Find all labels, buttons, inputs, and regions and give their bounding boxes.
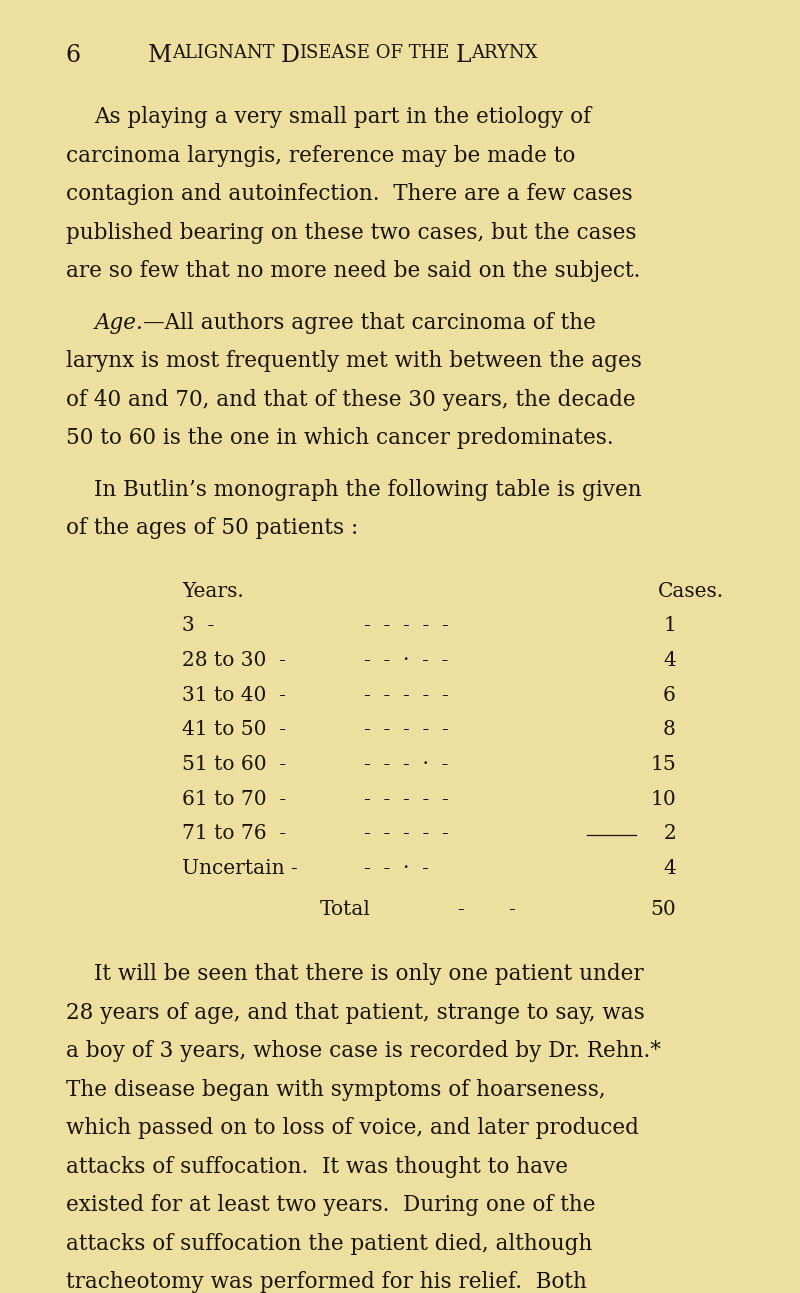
Text: OF THE: OF THE xyxy=(370,44,456,62)
Text: Uncertain -: Uncertain - xyxy=(182,859,298,878)
Text: 10: 10 xyxy=(650,790,676,808)
Text: 4: 4 xyxy=(663,859,676,878)
Text: -: - xyxy=(458,900,464,919)
Text: 2: 2 xyxy=(663,824,676,843)
Text: -: - xyxy=(508,900,514,919)
Text: -  -  -  -  -: - - - - - xyxy=(364,617,449,635)
Text: Total: Total xyxy=(320,900,371,919)
Text: 1: 1 xyxy=(663,617,676,635)
Text: ISEASE: ISEASE xyxy=(299,44,370,62)
Text: 4: 4 xyxy=(663,650,676,670)
Text: 15: 15 xyxy=(650,755,676,773)
Text: 3  -: 3 - xyxy=(182,617,214,635)
Text: 51 to 60  -: 51 to 60 - xyxy=(182,755,286,773)
Text: 50: 50 xyxy=(650,900,676,919)
Text: a boy of 3 years, whose case is recorded by Dr. Rehn.*: a boy of 3 years, whose case is recorded… xyxy=(66,1040,661,1062)
Text: L: L xyxy=(456,44,471,67)
Text: ALIGNANT: ALIGNANT xyxy=(172,44,274,62)
Text: 61 to 70  -: 61 to 70 - xyxy=(182,790,286,808)
Text: tracheotomy was performed for his relief.  Both: tracheotomy was performed for his relief… xyxy=(66,1271,586,1293)
Text: —All authors agree that carcinoma of the: —All authors agree that carcinoma of the xyxy=(143,312,596,334)
Text: 50 to 60 is the one in which cancer predominates.: 50 to 60 is the one in which cancer pred… xyxy=(66,427,614,449)
Text: existed for at least two years.  During one of the: existed for at least two years. During o… xyxy=(66,1195,595,1217)
Text: of 40 and 70, and that of these 30 years, the decade: of 40 and 70, and that of these 30 years… xyxy=(66,389,635,411)
Text: In Butlin’s monograph the following table is given: In Butlin’s monograph the following tabl… xyxy=(94,478,642,500)
Text: 6: 6 xyxy=(663,685,676,705)
Text: -  -  -  -  -: - - - - - xyxy=(364,790,449,808)
Text: 8: 8 xyxy=(663,720,676,740)
Text: 31 to 40  -: 31 to 40 - xyxy=(182,685,286,705)
Text: 28 years of age, and that patient, strange to say, was: 28 years of age, and that patient, stran… xyxy=(66,1002,644,1024)
Text: M: M xyxy=(148,44,172,67)
Text: -  -  -  -  -: - - - - - xyxy=(364,824,449,843)
Text: The disease began with symptoms of hoarseness,: The disease began with symptoms of hoars… xyxy=(66,1078,606,1100)
Text: of the ages of 50 patients :: of the ages of 50 patients : xyxy=(66,517,358,539)
Text: contagion and autoinfection.  There are a few cases: contagion and autoinfection. There are a… xyxy=(66,184,632,206)
Text: It will be seen that there is only one patient under: It will be seen that there is only one p… xyxy=(94,963,644,985)
Text: carcinoma laryngis, reference may be made to: carcinoma laryngis, reference may be mad… xyxy=(66,145,575,167)
Text: 71 to 76  -: 71 to 76 - xyxy=(182,824,286,843)
Text: 28 to 30  -: 28 to 30 - xyxy=(182,650,286,670)
Text: -  -  ·  -: - - · - xyxy=(364,859,429,878)
Text: attacks of suffocation.  It was thought to have: attacks of suffocation. It was thought t… xyxy=(66,1156,568,1178)
Text: -  -  -  ·  -: - - - · - xyxy=(364,755,448,773)
Text: Years.: Years. xyxy=(182,582,244,600)
Text: -  -  ·  -  -: - - · - - xyxy=(364,650,448,670)
Text: As playing a very small part in the etiology of: As playing a very small part in the etio… xyxy=(94,106,591,128)
Text: 41 to 50  -: 41 to 50 - xyxy=(182,720,286,740)
Text: are so few that no more need be said on the subject.: are so few that no more need be said on … xyxy=(66,260,640,282)
Text: which passed on to loss of voice, and later produced: which passed on to loss of voice, and la… xyxy=(66,1117,638,1139)
Text: 6: 6 xyxy=(66,44,81,67)
Text: ARYNX: ARYNX xyxy=(471,44,538,62)
Text: Age.: Age. xyxy=(94,312,143,334)
Text: larynx is most frequently met with between the ages: larynx is most frequently met with betwe… xyxy=(66,350,642,372)
Text: -  -  -  -  -: - - - - - xyxy=(364,720,449,740)
Text: D: D xyxy=(281,44,299,67)
Text: attacks of suffocation the patient died, although: attacks of suffocation the patient died,… xyxy=(66,1232,592,1254)
Text: published bearing on these two cases, but the cases: published bearing on these two cases, bu… xyxy=(66,221,636,243)
Text: Cases.: Cases. xyxy=(658,582,724,600)
Text: -  -  -  -  -: - - - - - xyxy=(364,685,449,705)
